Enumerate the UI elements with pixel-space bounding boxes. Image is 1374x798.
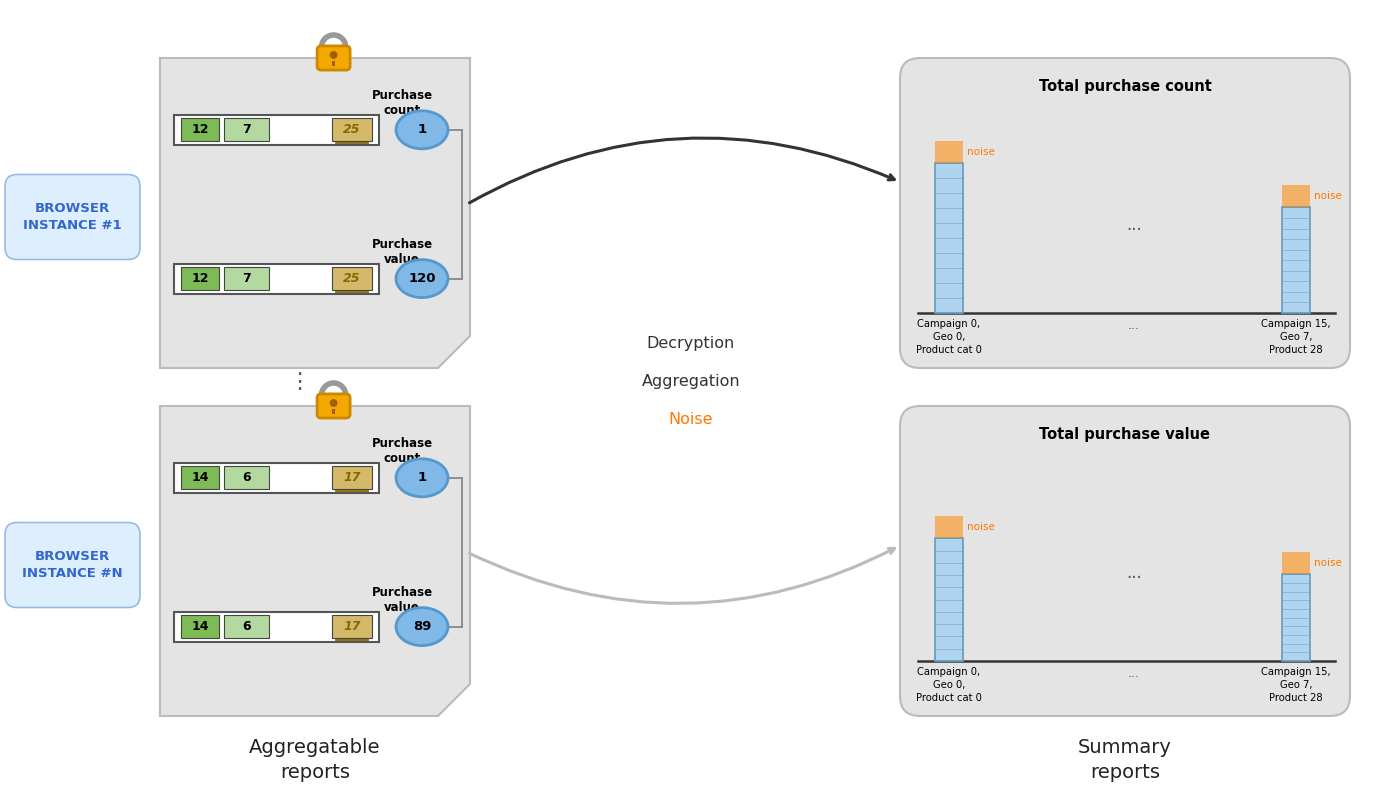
Text: 7: 7 bbox=[242, 124, 251, 136]
Text: Summary
reports: Summary reports bbox=[1079, 738, 1172, 782]
Text: 14: 14 bbox=[191, 472, 209, 484]
Text: Campaign 15,
Geo 7,
Product 28: Campaign 15, Geo 7, Product 28 bbox=[1261, 667, 1331, 702]
Bar bbox=[224, 118, 269, 141]
Bar bbox=[333, 118, 372, 141]
Bar bbox=[224, 267, 269, 290]
Text: Aggregation: Aggregation bbox=[642, 373, 741, 389]
Polygon shape bbox=[159, 406, 470, 716]
Circle shape bbox=[330, 399, 338, 407]
Text: Purchase
value: Purchase value bbox=[371, 586, 433, 614]
Text: Campaign 15,
Geo 7,
Product 28: Campaign 15, Geo 7, Product 28 bbox=[1261, 319, 1331, 354]
Text: 12: 12 bbox=[191, 124, 209, 136]
Text: ⋮: ⋮ bbox=[289, 372, 311, 392]
Circle shape bbox=[330, 51, 338, 59]
Text: ...: ... bbox=[1128, 319, 1140, 332]
Text: 120: 120 bbox=[408, 272, 436, 285]
Text: Decryption: Decryption bbox=[647, 336, 735, 350]
FancyBboxPatch shape bbox=[317, 394, 350, 418]
Bar bbox=[224, 466, 269, 489]
Bar bbox=[1282, 575, 1309, 661]
Bar bbox=[333, 466, 372, 489]
Bar bbox=[181, 118, 218, 141]
Text: 6: 6 bbox=[242, 620, 251, 633]
FancyBboxPatch shape bbox=[5, 523, 140, 607]
FancyBboxPatch shape bbox=[5, 175, 140, 259]
Text: noise: noise bbox=[1314, 559, 1342, 568]
Ellipse shape bbox=[396, 111, 448, 148]
FancyBboxPatch shape bbox=[317, 46, 350, 70]
FancyBboxPatch shape bbox=[900, 58, 1351, 368]
Text: Purchase
count: Purchase count bbox=[371, 437, 433, 464]
Bar bbox=[934, 516, 963, 539]
Text: Purchase
value: Purchase value bbox=[371, 238, 433, 266]
Text: noise: noise bbox=[1314, 192, 1342, 201]
Bar bbox=[224, 615, 269, 638]
Text: Purchase
count: Purchase count bbox=[371, 89, 433, 117]
Text: Aggregatable
reports: Aggregatable reports bbox=[249, 738, 381, 782]
Text: 7: 7 bbox=[242, 272, 251, 285]
Ellipse shape bbox=[396, 259, 448, 298]
Text: 17: 17 bbox=[344, 620, 361, 633]
Text: 12: 12 bbox=[191, 272, 209, 285]
Bar bbox=[174, 611, 379, 642]
Bar bbox=[333, 409, 335, 414]
Text: noise: noise bbox=[967, 148, 995, 157]
Bar bbox=[174, 115, 379, 144]
Text: ...: ... bbox=[1127, 216, 1142, 234]
Bar bbox=[333, 615, 372, 638]
FancyBboxPatch shape bbox=[900, 406, 1351, 716]
Polygon shape bbox=[159, 58, 470, 368]
Bar bbox=[333, 267, 372, 290]
Text: 17: 17 bbox=[344, 472, 361, 484]
Bar bbox=[181, 267, 218, 290]
Bar bbox=[174, 463, 379, 493]
Bar bbox=[934, 141, 963, 164]
Text: BROWSER
INSTANCE #1: BROWSER INSTANCE #1 bbox=[23, 202, 122, 232]
Text: 25: 25 bbox=[344, 124, 361, 136]
Text: 1: 1 bbox=[418, 472, 426, 484]
Text: ...: ... bbox=[1128, 667, 1140, 680]
Text: 1: 1 bbox=[418, 124, 426, 136]
Text: 25: 25 bbox=[344, 272, 361, 285]
Bar bbox=[181, 615, 218, 638]
Text: Total purchase value: Total purchase value bbox=[1040, 426, 1210, 441]
Bar bbox=[333, 61, 335, 66]
Ellipse shape bbox=[396, 607, 448, 646]
Bar bbox=[181, 466, 218, 489]
Bar bbox=[1282, 207, 1309, 313]
Text: 6: 6 bbox=[242, 472, 251, 484]
Text: ...: ... bbox=[1127, 564, 1142, 582]
Text: 14: 14 bbox=[191, 620, 209, 633]
Bar bbox=[1282, 185, 1309, 207]
Bar bbox=[934, 164, 963, 313]
Text: Total purchase count: Total purchase count bbox=[1039, 78, 1212, 93]
Text: 89: 89 bbox=[412, 620, 431, 633]
Text: Campaign 0,
Geo 0,
Product cat 0: Campaign 0, Geo 0, Product cat 0 bbox=[916, 319, 982, 354]
Text: BROWSER
INSTANCE #N: BROWSER INSTANCE #N bbox=[22, 550, 122, 580]
Text: Campaign 0,
Geo 0,
Product cat 0: Campaign 0, Geo 0, Product cat 0 bbox=[916, 667, 982, 702]
Bar bbox=[1282, 552, 1309, 575]
Bar bbox=[174, 263, 379, 294]
Bar bbox=[934, 539, 963, 661]
Text: Noise: Noise bbox=[669, 412, 713, 427]
Text: noise: noise bbox=[967, 523, 995, 532]
Ellipse shape bbox=[396, 459, 448, 497]
